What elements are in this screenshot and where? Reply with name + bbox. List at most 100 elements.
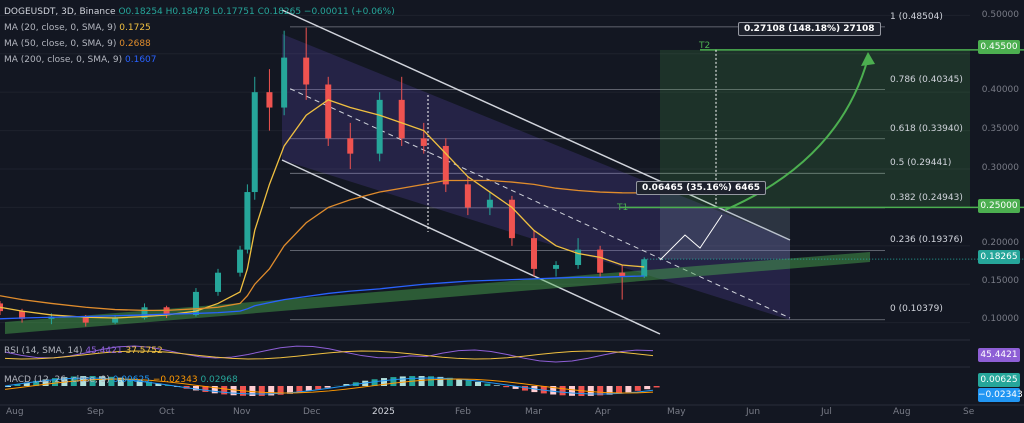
macd-histogram-bar bbox=[108, 376, 115, 386]
macd-histogram-bar bbox=[117, 377, 124, 386]
macd-histogram-bar bbox=[475, 381, 481, 386]
macd-histogram-bar bbox=[221, 386, 228, 395]
rsi-label: RSI (14, SMA, 14) bbox=[4, 346, 83, 356]
candle-body bbox=[619, 272, 626, 277]
t2-price-tag: 0.45500 bbox=[978, 40, 1020, 54]
macd-histogram-bar bbox=[315, 386, 322, 390]
candle-body bbox=[464, 184, 471, 208]
macd-histogram-bar bbox=[428, 376, 434, 386]
macd-histogram-bar bbox=[625, 386, 632, 393]
ma50-value: 0.2688 bbox=[119, 39, 151, 49]
candle-body bbox=[237, 249, 244, 273]
ma200-line bbox=[0, 275, 645, 320]
candle-body bbox=[376, 99, 383, 154]
ma20-legend[interactable]: MA (20, close, 0, SMA, 9) 0.1725 bbox=[4, 20, 395, 36]
candle-body bbox=[641, 259, 648, 277]
candle-body bbox=[575, 249, 582, 266]
entry-zone bbox=[660, 207, 790, 260]
macd-histogram-bar bbox=[512, 386, 519, 389]
fib-label-1: 1 (0.48504) bbox=[890, 12, 943, 22]
macd-histogram-bar bbox=[33, 380, 40, 386]
candle-body bbox=[508, 199, 515, 239]
upper-measure-callout[interactable]: 0.27108 (148.18%) 27108 bbox=[738, 22, 881, 36]
ma20-label: MA (20, close, 0, SMA, 9) bbox=[4, 23, 117, 33]
macd-histogram-bar bbox=[52, 378, 58, 386]
macd-histogram-bar bbox=[616, 386, 622, 394]
time-axis-label: Jun bbox=[746, 407, 761, 417]
macd-legend[interactable]: MACD (12, 26, close, 9) 0.00625 −0.02343… bbox=[4, 375, 238, 385]
fib-label-0786: 0.786 (0.40345) bbox=[890, 75, 963, 85]
candle-body bbox=[112, 318, 119, 323]
lower-measure-callout[interactable]: 0.06465 (35.16%) 6465 bbox=[636, 181, 767, 195]
fib-label-05: 0.5 (0.29441) bbox=[890, 158, 952, 168]
t2-label[interactable]: T2 bbox=[699, 41, 711, 51]
candle-body bbox=[281, 57, 288, 108]
macd-histogram-bar bbox=[5, 386, 11, 387]
macd-histogram-bar bbox=[418, 376, 425, 386]
macd-histogram-bar bbox=[522, 386, 528, 391]
time-axis-label: May bbox=[667, 407, 686, 417]
macd-value-1: 0.00625 bbox=[112, 375, 150, 385]
ohlc-values: O0.18254 H0.18478 L0.17751 C0.18265 −0.0… bbox=[118, 7, 395, 17]
time-axis-label: Dec bbox=[303, 407, 321, 417]
macd-histogram-bar bbox=[14, 384, 21, 386]
macd-label: MACD (12, 26, close, 9) bbox=[4, 375, 110, 385]
macd-histogram-bar bbox=[89, 376, 96, 386]
rsi-legend[interactable]: RSI (14, SMA, 14) 45.4421 37.5752 bbox=[4, 346, 163, 356]
fib-label-0618: 0.618 (0.33940) bbox=[890, 124, 963, 134]
t1-label[interactable]: T1 bbox=[617, 203, 629, 213]
macd-histogram-bar bbox=[258, 386, 265, 396]
macd-histogram-bar bbox=[164, 385, 171, 386]
macd-histogram-bar bbox=[559, 386, 566, 396]
macd-histogram-bar bbox=[587, 386, 594, 396]
macd-histogram-bar bbox=[249, 386, 256, 396]
candle-body bbox=[303, 57, 310, 85]
macd-histogram-bar bbox=[437, 376, 444, 386]
time-axis-label: Aug bbox=[6, 407, 24, 417]
price-axis-label: 0.30000 bbox=[981, 163, 1019, 173]
rsi-line bbox=[4, 345, 654, 363]
price-axis-label: 0.15000 bbox=[981, 276, 1019, 286]
time-axis-label: Mar bbox=[525, 407, 542, 417]
candle-body bbox=[597, 249, 604, 273]
macd-histogram-bar bbox=[465, 380, 472, 386]
macd-histogram-bar bbox=[211, 386, 218, 394]
macd-histogram-bar bbox=[569, 386, 575, 396]
macd-histogram-bar bbox=[127, 378, 134, 386]
projection-arrow bbox=[724, 57, 869, 211]
macd-histogram-bar bbox=[305, 386, 312, 391]
macd-histogram-bar bbox=[80, 376, 87, 386]
macd-histogram-bar bbox=[268, 386, 275, 396]
candle-body bbox=[442, 145, 449, 185]
macd-histogram-bar bbox=[146, 381, 152, 386]
ma50-legend[interactable]: MA (50, close, 0, SMA, 9) 0.2688 bbox=[4, 36, 395, 52]
channel-upper-line bbox=[281, 9, 791, 241]
macd-histogram-bar bbox=[503, 386, 510, 388]
price-axis-label: 0.10000 bbox=[981, 314, 1019, 324]
macd-badge-1: 0.00625 bbox=[978, 373, 1020, 387]
candle-body bbox=[215, 272, 222, 292]
candle-body bbox=[19, 311, 26, 319]
macd-histogram-bar bbox=[381, 378, 387, 386]
fib-label-0236: 0.236 (0.19376) bbox=[890, 235, 963, 245]
candle-body bbox=[486, 199, 493, 208]
arrow-head bbox=[861, 52, 875, 66]
macd-value-3: 0.02968 bbox=[200, 375, 238, 385]
candle-body bbox=[82, 316, 89, 323]
macd-histogram-bar bbox=[390, 377, 397, 386]
rsi-ma-line bbox=[4, 350, 654, 360]
price-axis-label: 0.20000 bbox=[981, 238, 1019, 248]
symbol-label[interactable]: DOGEUSDT, 3D, Binance bbox=[4, 7, 116, 17]
time-axis-label: Nov bbox=[233, 407, 251, 417]
macd-histogram-bar bbox=[653, 386, 660, 388]
ma200-legend[interactable]: MA (200, close, 0, SMA, 9) 0.1607 bbox=[4, 52, 395, 68]
macd-histogram-bar bbox=[42, 379, 49, 386]
ma50-label: MA (50, close, 0, SMA, 9) bbox=[4, 39, 117, 49]
channel-mid-line bbox=[281, 84, 791, 319]
candle-body bbox=[398, 99, 405, 139]
time-axis-label: Apr bbox=[595, 407, 611, 417]
macd-histogram-bar bbox=[277, 386, 284, 395]
time-axis-label: Oct bbox=[159, 407, 175, 417]
t1-price-tag: 0.25000 bbox=[978, 199, 1020, 213]
candle-body bbox=[244, 192, 251, 250]
